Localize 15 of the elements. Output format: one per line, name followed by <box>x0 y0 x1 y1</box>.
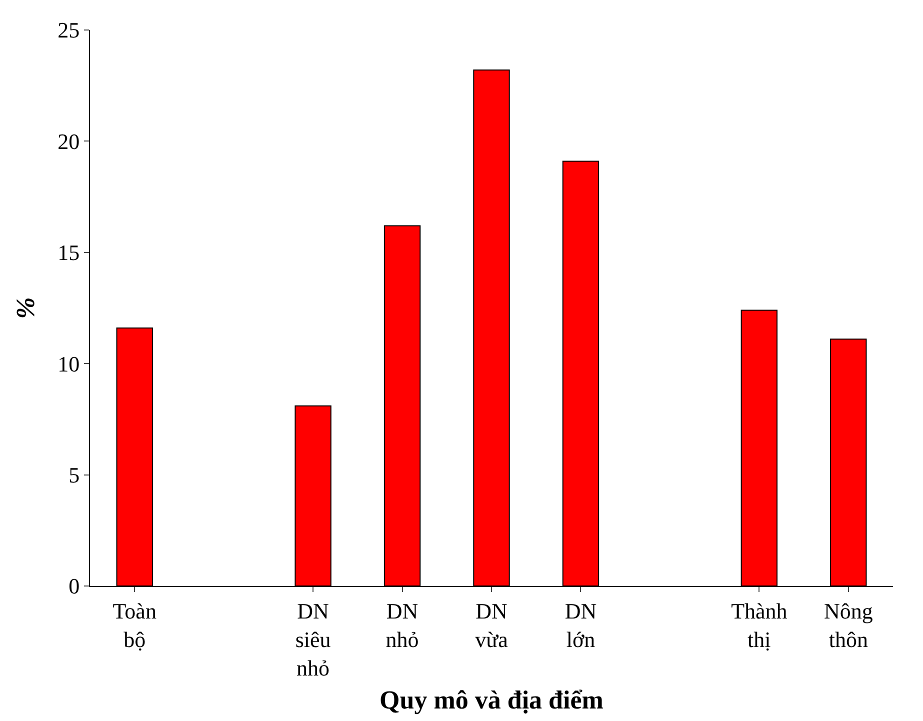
y-tick-label: 25 <box>58 18 80 43</box>
x-axis-title: Quy mô và địa điểm <box>380 685 604 714</box>
x-tick-label: DN nhỏ <box>386 598 419 652</box>
x-tick-label: Thành thị <box>731 598 788 652</box>
x-tick-label: DN siêu nhỏ <box>295 598 331 681</box>
x-tick-label: Nông thôn <box>824 598 873 652</box>
y-axis-title: % <box>11 297 40 319</box>
y-tick-label: 10 <box>58 351 80 376</box>
y-tick-label: 15 <box>58 240 80 266</box>
x-tick-label: Toàn bộ <box>112 598 156 652</box>
y-tick-label: 0 <box>68 574 80 599</box>
y-tick-label: 20 <box>58 128 80 154</box>
x-tick-label: DN lớn <box>564 598 597 652</box>
y-tick-label: 5 <box>68 462 80 488</box>
x-tick-label: DN vừa <box>475 598 508 652</box>
